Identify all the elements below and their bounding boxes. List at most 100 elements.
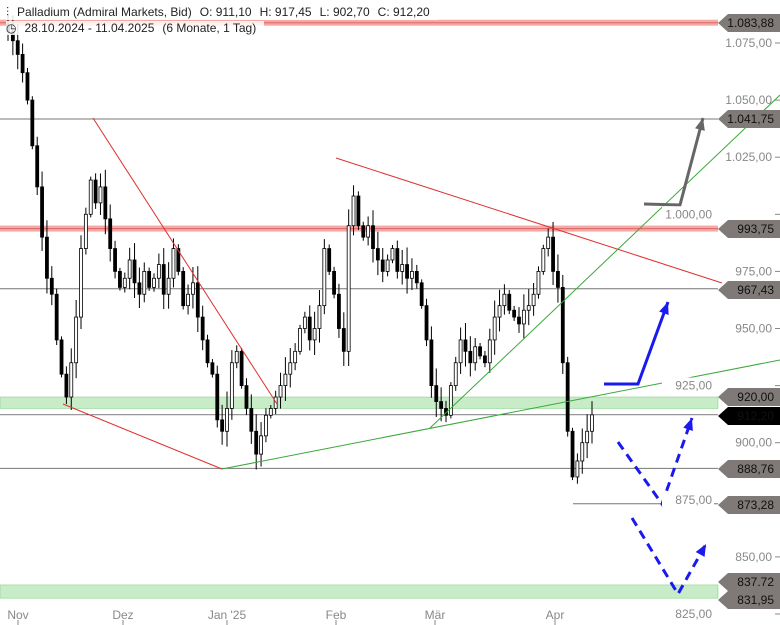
candle-body	[88, 179, 93, 215]
trend-line	[429, 94, 780, 429]
candle-body	[195, 282, 200, 318]
candle-body	[98, 186, 103, 204]
candle-body	[575, 460, 580, 478]
candle-body	[176, 248, 181, 272]
candle-body	[487, 339, 492, 364]
candle-body	[59, 339, 64, 375]
candle-body	[166, 277, 171, 295]
candle-body	[390, 248, 395, 261]
candle-body	[298, 328, 302, 352]
candle-body	[122, 277, 127, 288]
price-tag-label: 837.72	[737, 575, 774, 589]
candle-body	[317, 305, 322, 329]
price-tag	[718, 460, 780, 478]
candle-body	[171, 248, 176, 279]
candle-body	[526, 305, 531, 311]
price-tag	[718, 110, 780, 128]
candle-body	[400, 264, 405, 272]
candle-body	[366, 225, 371, 238]
candle-body	[234, 350, 239, 364]
candle-body	[531, 293, 536, 307]
candle-body	[288, 362, 293, 375]
candle-body	[200, 316, 205, 341]
trend-line	[62, 403, 223, 470]
y-tick-label-bg	[662, 377, 714, 393]
candle-body	[410, 270, 414, 279]
candle-body	[293, 350, 298, 364]
candle-body	[152, 277, 156, 288]
candle-body	[419, 282, 424, 307]
candle-body	[580, 442, 585, 462]
candle-body	[361, 225, 366, 238]
header-line-2: ◷ 28.10.2024 - 11.04.2025 (6 Monate, 1 Tag…	[6, 21, 265, 35]
candle-body	[264, 414, 268, 437]
arrow-head-icon	[683, 418, 693, 431]
candle-body	[15, 40, 20, 55]
y-tick-label: 825,00	[675, 607, 712, 621]
candle-body	[565, 362, 570, 432]
candle-body	[181, 270, 186, 307]
candle-body	[570, 430, 575, 478]
trend-line	[92, 117, 278, 405]
candle-body	[20, 54, 25, 74]
y-tick-label: 900,00	[735, 436, 772, 450]
price-tag-label: 1.083,88	[727, 16, 774, 30]
y-tick-label: 875,00	[675, 493, 712, 507]
price-tag	[718, 220, 780, 238]
candle-body	[492, 316, 497, 341]
arrow-head-icon	[695, 544, 706, 557]
candle-body	[54, 293, 59, 341]
candle-body	[113, 248, 117, 272]
trend-line	[335, 157, 723, 284]
candle-body	[249, 408, 254, 432]
candle-body	[439, 401, 444, 409]
candle-body	[521, 309, 526, 325]
price-tag-label: 993,75	[737, 222, 774, 236]
candle-body	[225, 408, 229, 432]
y-tick-label: 1.075,00	[725, 36, 772, 50]
y-tick-label: 1.025,00	[725, 150, 772, 164]
candle-body	[108, 218, 113, 249]
candle-body	[283, 373, 288, 386]
candle-body	[512, 309, 517, 318]
candle-body	[429, 339, 434, 387]
x-tick-label: Dez	[112, 608, 133, 622]
candle-body	[395, 248, 400, 272]
candle-body	[161, 264, 166, 295]
y-tick-label: 1.050,00	[725, 93, 772, 107]
candle-body	[132, 259, 137, 284]
arrow-path	[604, 301, 670, 386]
candle-body	[551, 236, 555, 272]
candle-body	[380, 259, 385, 272]
candle-body	[473, 346, 478, 364]
clock-icon: ◷	[6, 21, 17, 35]
candle-body	[137, 282, 142, 295]
header-line-1: ⫶ Palladium (Admiral Markets, Bid) O: 911,…	[6, 5, 438, 20]
y-tick-label-bg	[662, 491, 714, 507]
price-tag-label: 888,76	[737, 462, 774, 476]
candle-body	[497, 305, 502, 318]
instrument-name: Palladium (Admiral Markets, Bid)	[17, 5, 192, 19]
candle-body	[205, 339, 210, 364]
arrow-head-icon	[659, 302, 669, 315]
candle-body	[502, 293, 507, 307]
candle-body	[341, 328, 346, 352]
arrow-path	[616, 417, 694, 508]
candle-body	[268, 408, 273, 416]
candle-body	[556, 270, 560, 288]
x-tick-label: Mär	[425, 608, 446, 622]
price-tag	[718, 281, 780, 299]
candle-body	[307, 316, 312, 341]
arrow-path	[643, 117, 705, 207]
x-tick-label: Apr	[546, 608, 565, 622]
price-tag-label: 873,28	[737, 498, 774, 512]
candle-body	[434, 385, 439, 402]
arrow-head-icon	[695, 118, 705, 131]
candle-body	[220, 419, 225, 432]
candle-body	[239, 350, 244, 386]
candle-body	[156, 264, 161, 279]
candle-body	[453, 362, 458, 387]
y-tick-label-bg	[662, 206, 714, 222]
